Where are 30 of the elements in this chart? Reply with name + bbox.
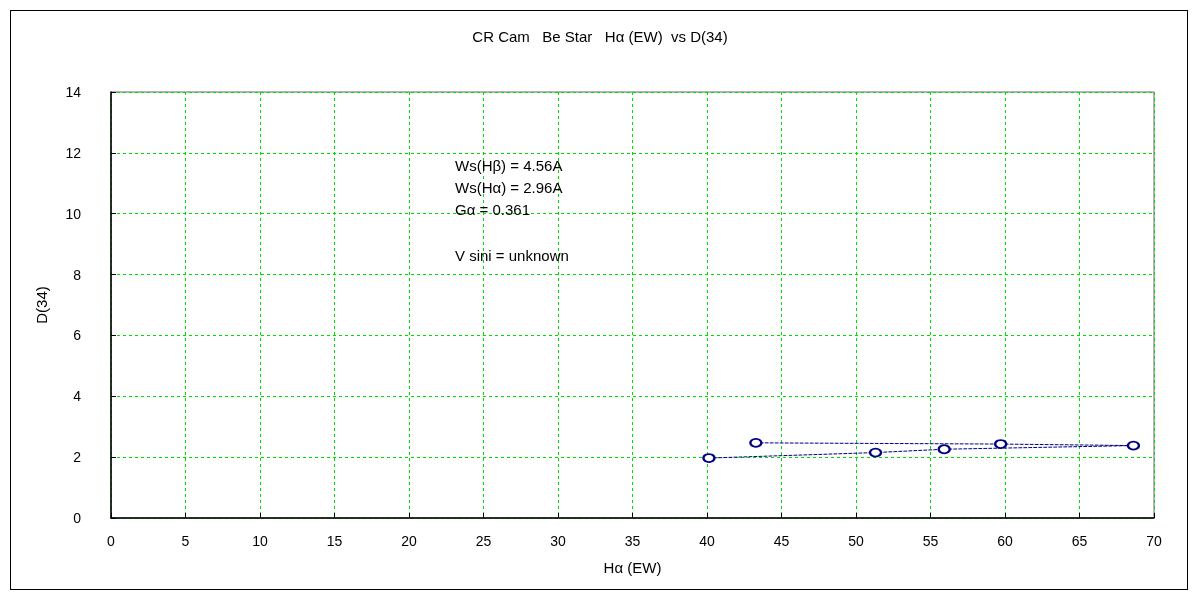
y-tick-label: 0 [73, 510, 82, 526]
x-tick-label: 65 [1071, 533, 1088, 549]
chart-title: CR Cam Be Star Hα (EW) vs D(34) [472, 28, 728, 45]
x-tick-label: 0 [107, 533, 116, 549]
annotation: V sini = unknown [455, 247, 569, 264]
x-tick-label: 10 [252, 533, 268, 549]
x-tick-label: 60 [997, 533, 1013, 549]
x-tick-label: 55 [922, 533, 939, 549]
x-tick-label: 15 [326, 533, 343, 549]
x-tick-label: 50 [848, 533, 864, 549]
y-tick-label: 8 [73, 266, 82, 283]
annotation: Gα = 0.361 [455, 201, 530, 218]
x-tick-label: 5 [181, 533, 190, 549]
y-tick-label: 6 [73, 327, 82, 344]
x-tick-label: 45 [773, 533, 790, 549]
y-axis-title: D(34) [33, 286, 50, 324]
y-tick-label: 12 [65, 144, 82, 161]
y-tick-label: 2 [73, 449, 82, 466]
x-tick-label: 40 [699, 533, 715, 549]
annotation: Ws(Hβ) = 4.56A [455, 157, 563, 174]
x-tick-label: 20 [401, 533, 417, 549]
y-tick-label: 14 [65, 84, 82, 100]
x-tick-label: 30 [550, 533, 566, 549]
x-axis-title: Hα (EW) [603, 559, 662, 576]
x-tick-label: 25 [475, 533, 492, 549]
y-tick-label: 4 [73, 388, 82, 405]
annotation: Ws(Hα) = 2.96A [455, 179, 563, 196]
y-tick-label: 10 [65, 205, 82, 222]
x-tick-label: 35 [624, 533, 641, 549]
x-tick-label: 70 [1146, 533, 1162, 549]
